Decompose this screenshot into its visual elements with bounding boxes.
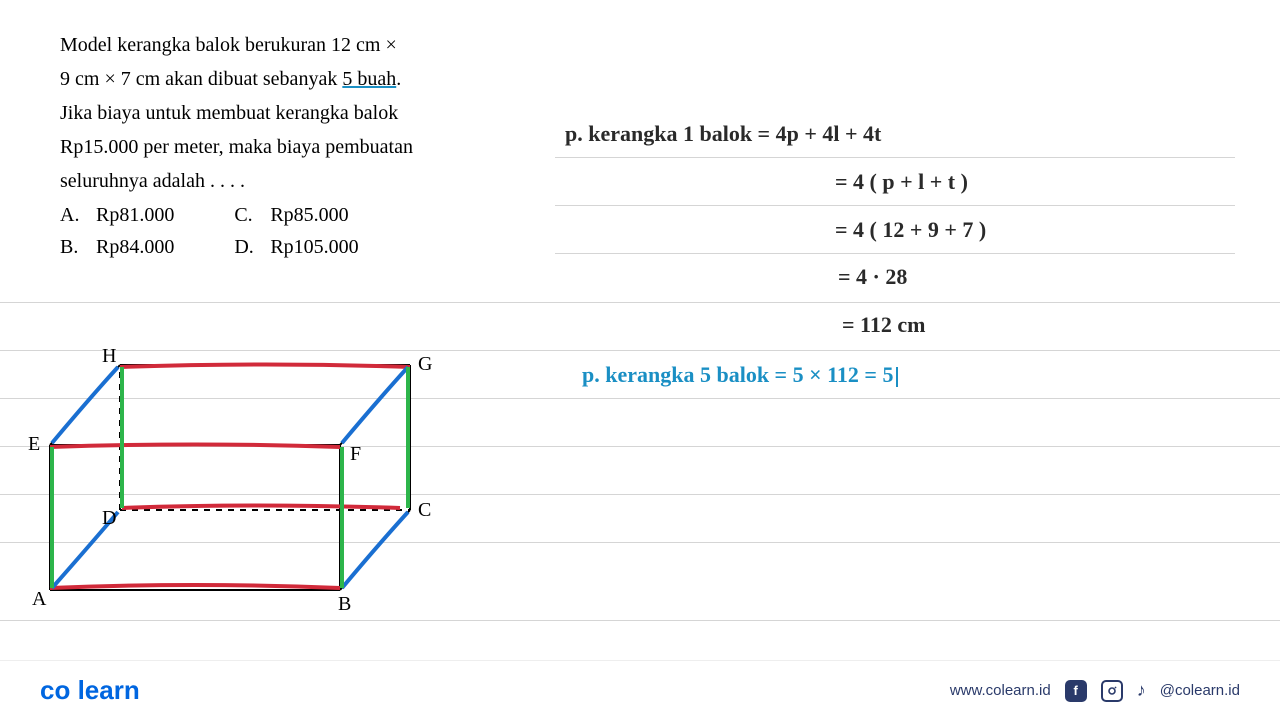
answer-options: A.Rp81.000 B.Rp84.000 C.Rp85.000 D.Rp105… — [60, 200, 500, 262]
footer-handle: @colearn.id — [1160, 682, 1240, 699]
question-line-3: Jika biaya untuk membuat kerangka balok — [60, 98, 500, 128]
work-line-5: = 112 cm — [842, 312, 925, 338]
vertex-f: F — [350, 443, 361, 465]
work-line-4: = 4 · 28 — [838, 264, 907, 290]
option-d: D.Rp105.000 — [234, 232, 358, 262]
work-line-3: = 4 ( 12 + 9 + 7 ) — [835, 217, 986, 243]
vertex-b: B — [338, 593, 351, 615]
cuboid-diagram: A B C D E F G H — [20, 320, 460, 620]
facebook-icon[interactable]: f — [1065, 680, 1087, 702]
vertex-g: G — [418, 353, 432, 375]
cursor-icon — [896, 367, 898, 387]
vertex-c: C — [418, 499, 431, 521]
footer-url: www.colearn.id — [950, 682, 1051, 699]
vertex-e: E — [28, 433, 40, 455]
instagram-icon[interactable] — [1101, 680, 1123, 702]
footer-bar: co learn www.colearn.id f ♪ @colearn.id — [0, 660, 1280, 720]
option-a: A.Rp81.000 — [60, 200, 174, 230]
vertex-a: A — [32, 588, 47, 610]
option-b: B.Rp84.000 — [60, 232, 174, 262]
vertex-d: D — [102, 507, 116, 529]
work-line-1: p. kerangka 1 balok = 4p + 4l + 4t — [565, 121, 881, 147]
colearn-logo: co learn — [40, 675, 140, 706]
question-line-4: Rp15.000 per meter, maka biaya pembuatan — [60, 132, 500, 162]
question-line-1: Model kerangka balok berukuran 12 cm × — [60, 30, 500, 60]
question-line-2: 9 cm × 7 cm akan dibuat sebanyak 5 buah. — [60, 64, 500, 94]
tiktok-icon[interactable]: ♪ — [1137, 680, 1146, 701]
handwritten-solution: p. kerangka 1 balok = 4p + 4l + 4t = 4 (… — [555, 110, 1235, 254]
work-line-6: p. kerangka 5 balok = 5 × 112 = 5 — [582, 362, 898, 388]
question-block: Model kerangka balok berukuran 12 cm × 9… — [60, 30, 500, 262]
option-c: C.Rp85.000 — [234, 200, 358, 230]
vertex-h: H — [102, 345, 116, 367]
question-line-5: seluruhnya adalah . . . . — [60, 166, 500, 196]
work-line-2: = 4 ( p + l + t ) — [835, 169, 968, 195]
